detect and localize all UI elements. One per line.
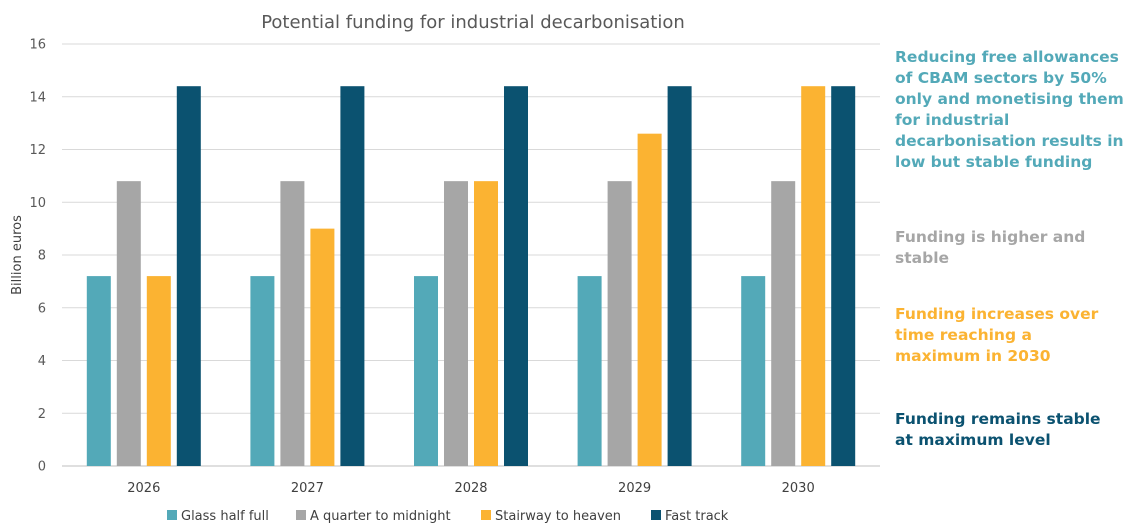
y-tick-label: 16 <box>29 38 46 53</box>
y-tick-label: 14 <box>29 90 46 105</box>
legend-swatch <box>167 510 177 520</box>
x-tick-label: 2026 <box>127 481 160 496</box>
y-axis-ticks: 0 2 4 6 8 10 12 14 16 <box>29 38 46 475</box>
y-tick-label: 0 <box>38 460 46 475</box>
bar <box>741 276 766 466</box>
bar <box>280 181 305 466</box>
y-tick-label: 4 <box>38 354 46 369</box>
x-tick-label: 2030 <box>782 481 815 496</box>
y-tick-label: 10 <box>29 196 46 211</box>
bar <box>116 181 141 466</box>
bar <box>176 86 201 466</box>
bar <box>86 276 111 466</box>
legend-label: Glass half full <box>181 509 269 524</box>
x-tick-label: 2027 <box>291 481 324 496</box>
bars <box>86 86 856 467</box>
bar <box>414 276 438 466</box>
bar <box>577 276 602 466</box>
bar <box>310 228 335 466</box>
bar <box>607 181 632 466</box>
bar <box>831 86 856 466</box>
legend-label: Stairway to heaven <box>495 509 621 524</box>
x-tick-label: 2029 <box>618 481 651 496</box>
annotation-fast-track: Funding remains stable at maximum level <box>895 410 1101 449</box>
bar <box>146 276 171 466</box>
bar <box>667 86 692 466</box>
legend-swatch <box>481 510 491 520</box>
chart-title: Potential funding for industrial decarbo… <box>261 12 685 33</box>
bar <box>801 86 826 466</box>
legend: Glass half full A quarter to midnight Stai… <box>167 509 729 524</box>
y-axis-label: Billion euros <box>10 215 25 295</box>
legend-swatch <box>651 510 661 520</box>
annotation-glass-half-full: Reducing free allowances of CBAM sectors… <box>895 48 1124 171</box>
bar <box>444 181 468 466</box>
bar <box>771 181 796 466</box>
legend-swatch <box>296 510 306 520</box>
bar <box>474 181 498 466</box>
y-tick-label: 6 <box>38 301 46 316</box>
annotation-stairway-to-heaven: Funding increases over time reaching a m… <box>895 305 1099 365</box>
x-axis-ticks: 2026 2027 2028 2029 2030 <box>127 481 814 496</box>
x-tick-label: 2028 <box>454 481 487 496</box>
y-tick-label: 8 <box>38 249 46 264</box>
bar <box>250 276 275 466</box>
y-tick-label: 2 <box>38 407 46 422</box>
legend-label: Fast track <box>665 509 729 524</box>
legend-label: A quarter to midnight <box>310 509 451 524</box>
y-tick-label: 12 <box>29 143 46 158</box>
bar <box>637 133 662 467</box>
bar <box>504 86 528 466</box>
bar <box>340 86 365 466</box>
annotation-quarter-to-midnight: Funding is higher and stable <box>895 228 1086 267</box>
